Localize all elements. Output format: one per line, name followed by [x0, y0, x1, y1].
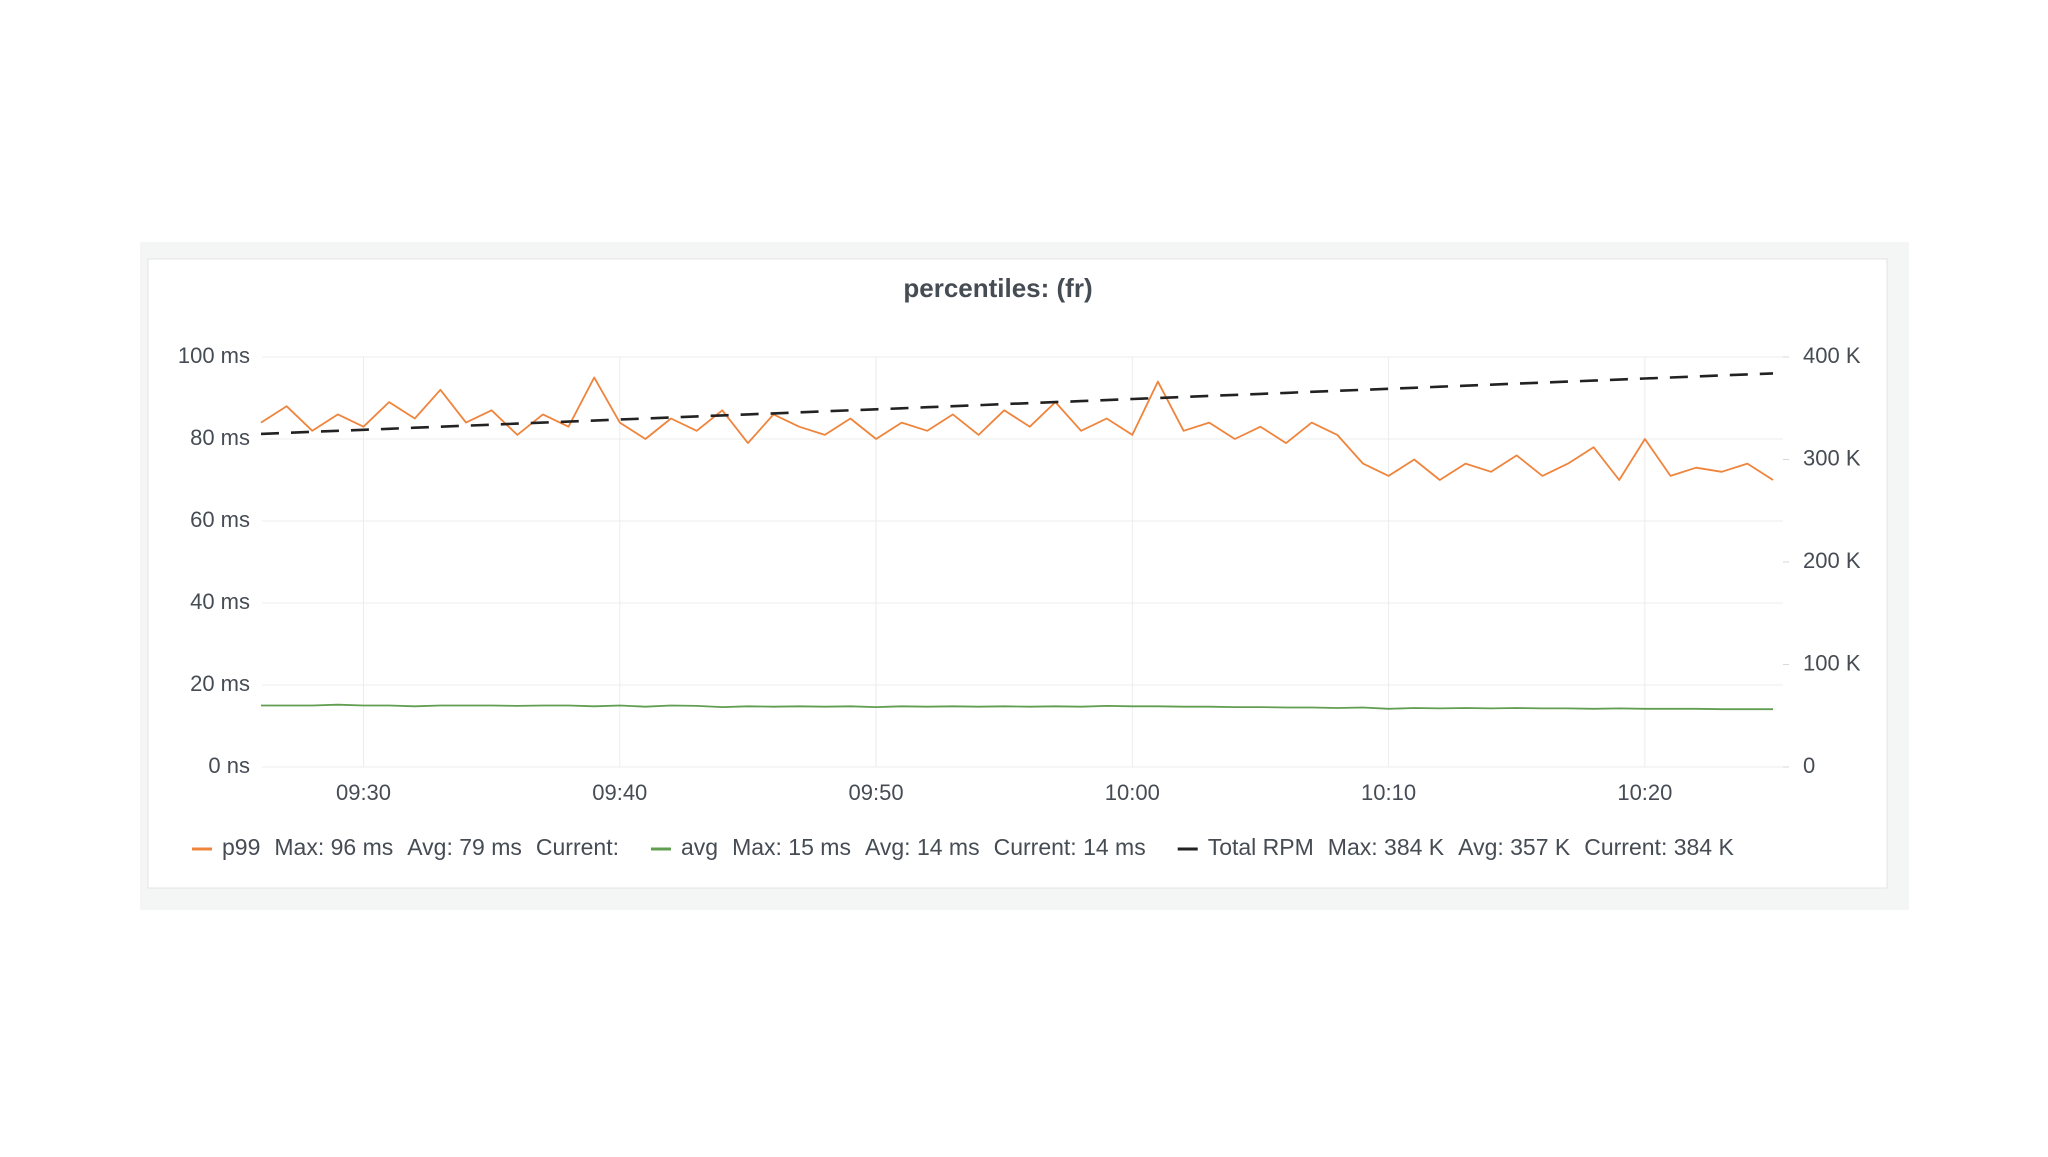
y-tick-label: 80 ms [190, 425, 250, 450]
x-tick-label: 10:00 [1105, 780, 1160, 805]
legend-stat: Max: 384 K [1328, 834, 1445, 860]
x-tick-label: 10:20 [1617, 780, 1672, 805]
series-line [260, 376, 1774, 481]
legend-stat: Avg: 14 ms [865, 834, 980, 860]
x-tick-label: 09:40 [592, 780, 647, 805]
x-tick-label: 10:10 [1361, 780, 1416, 805]
y-tick-label: 0 ns [208, 753, 250, 778]
y-tick-label: 20 ms [190, 671, 250, 696]
legend-stat: Avg: 357 K [1458, 834, 1571, 860]
legend-stat: Max: 96 ms [274, 834, 393, 860]
legend-stat: Avg: 79 ms [407, 834, 522, 860]
legend-label: avg [681, 834, 718, 860]
legend-stat: Current: 14 ms [994, 834, 1146, 860]
y-tick-label: 40 ms [190, 589, 250, 614]
y-tick-label: 100 ms [178, 343, 250, 368]
y-tick-label: 60 ms [190, 507, 250, 532]
series-line [261, 703, 1773, 711]
y2-tick-label: 200 K [1803, 548, 1861, 573]
y2-tick-label: 0 [1803, 753, 1815, 778]
legend-stat: Current: [536, 834, 619, 860]
legend-label: p99 [222, 834, 260, 860]
x-tick-label: 09:30 [336, 780, 391, 805]
chart-title: percentiles: (fr) [903, 273, 1092, 303]
x-tick-label: 09:50 [849, 780, 904, 805]
series-line [260, 372, 1774, 436]
panel-card [147, 258, 1888, 889]
y2-tick-label: 100 K [1803, 650, 1861, 675]
y2-tick-label: 400 K [1803, 343, 1861, 368]
legend-stat: Max: 15 ms [732, 834, 851, 860]
y2-tick-label: 300 K [1803, 445, 1861, 470]
legend-label: Total RPM [1208, 834, 1314, 860]
legend-stat: Current: 384 K [1584, 834, 1734, 860]
